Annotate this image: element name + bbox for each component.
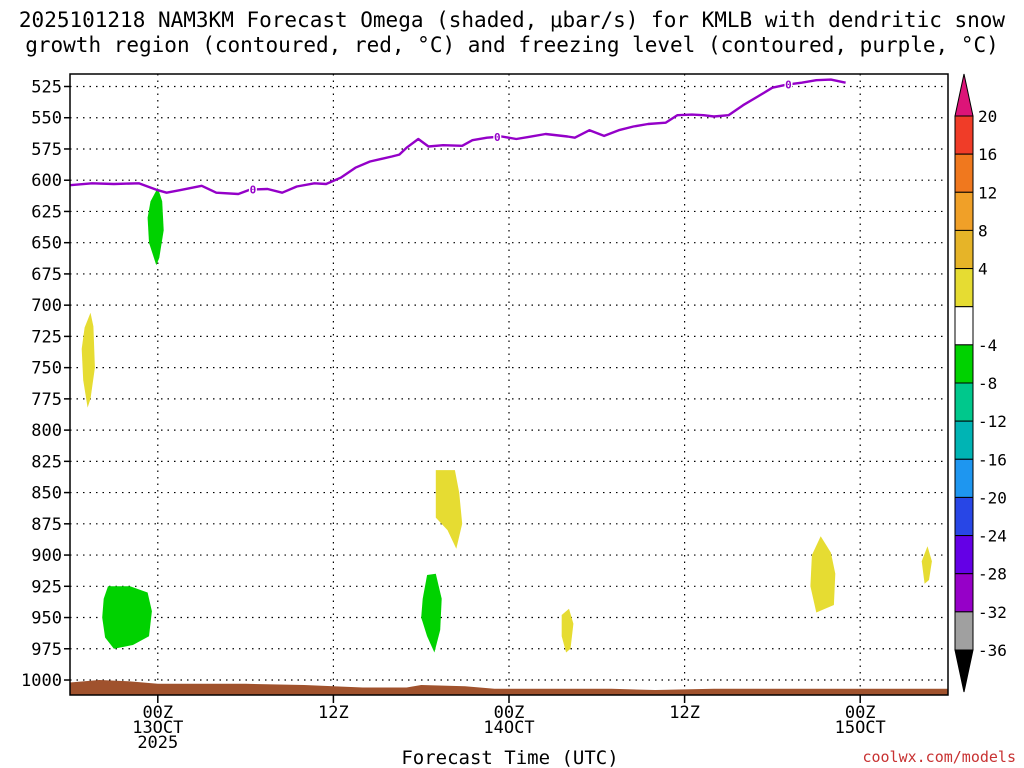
freezing-label-bg (493, 130, 502, 143)
y-tick-label: 725 (31, 327, 62, 347)
colorbar-segment (954, 153, 974, 193)
y-tick-label: 600 (31, 171, 62, 191)
colorbar-tick-label: -4 (978, 336, 997, 355)
x-tick-label: 2025 (137, 733, 178, 753)
colorbar-segment (954, 535, 974, 575)
x-tick-label: 14OCT (483, 718, 534, 738)
y-tick-label: 975 (31, 640, 62, 660)
y-tick-label: 525 (31, 77, 62, 97)
colorbar-bottom-arrow (954, 649, 974, 693)
y-tick-label: 775 (31, 390, 62, 410)
y-tick-label: 950 (31, 609, 62, 629)
colorbar-segment (954, 496, 974, 537)
colorbar: 20 16 12 8 4 -4 -8 -12 -16 -20 -24 -28 -32 -36 (954, 73, 1007, 693)
title-line-1: 2025101218 NAM3KM Forecast Omega (shaded… (19, 8, 1006, 32)
x-tick-label: 12Z (318, 703, 349, 723)
omega-shaded-region-2 (81, 312, 95, 408)
colorbar-tick-label: 12 (978, 183, 997, 202)
title-line-2: growth region (contoured, red, °C) and f… (25, 33, 999, 57)
omega-shaded-region-8 (921, 546, 932, 584)
colorbar-tick-label: 16 (978, 145, 997, 164)
x-tick-label: 15OCT (835, 718, 886, 738)
y-tick-label: 925 (31, 577, 62, 597)
omega-shaded-region-4 (435, 470, 463, 549)
y-tick-label: 675 (31, 265, 62, 285)
y-tick-label: 1000 (21, 671, 62, 691)
omega-shaded-region-3 (102, 586, 152, 649)
omega-shaded-region-7 (810, 536, 836, 613)
freezing-label-bg (784, 78, 793, 91)
colorbar-tick-label: 20 (978, 107, 997, 126)
y-tick-label: 650 (31, 234, 62, 254)
y-axis-ticks: 525 550 575 600 625 650 675 700 725 750 775 800 825 8… (21, 77, 70, 691)
x-tick-label: 00Z (142, 703, 173, 723)
x-tick-label: 13OCT (132, 718, 183, 738)
colorbar-tick-label: 8 (978, 221, 988, 240)
freezing-level-label: 0 (494, 131, 501, 144)
x-tick-label: 12Z (669, 703, 700, 723)
y-tick-label: 700 (31, 296, 62, 316)
colorbar-top-arrow (954, 73, 974, 117)
colorbar-segment (954, 229, 974, 270)
terrain-ground (70, 680, 948, 695)
freezing-level-line (70, 78, 846, 196)
omega-shaded-region-5 (421, 573, 442, 653)
colorbar-segment (954, 420, 974, 460)
colorbar-segment (954, 115, 974, 155)
colorbar-tick-label: -8 (978, 374, 997, 393)
y-tick-label: 575 (31, 140, 62, 160)
colorbar-segment (954, 344, 974, 384)
y-tick-label: 800 (31, 421, 62, 441)
colorbar-tick-label: 4 (978, 260, 988, 279)
colorbar-segment (954, 458, 974, 498)
colorbar-segment (954, 611, 974, 651)
freezing-level-label: 0 (785, 78, 792, 91)
chart-title: 2025101218 NAM3KM Forecast Omega (shaded… (19, 8, 1006, 57)
omega-shaded-region-6 (561, 608, 574, 653)
y-tick-label: 550 (31, 109, 62, 129)
plot-area: 0 0 0 (69, 73, 949, 696)
colorbar-segment (954, 268, 974, 308)
colorbar-segment (954, 573, 974, 613)
colorbar-tick-label: -16 (978, 450, 1007, 469)
colorbar-segment (954, 382, 974, 422)
y-tick-label: 850 (31, 484, 62, 504)
y-tick-label: 825 (31, 452, 62, 472)
y-tick-label: 875 (31, 515, 62, 535)
credit-text: coolwx.com/models (862, 748, 1016, 766)
colorbar-tick-label: -12 (978, 412, 1007, 431)
y-tick-label: 625 (31, 202, 62, 222)
x-axis-label: Forecast Time (UTC) (401, 747, 618, 768)
x-tick-label: 00Z (845, 703, 876, 723)
colorbar-segment (954, 191, 974, 231)
colorbar-tick-label: -32 (978, 603, 1007, 622)
colorbar-tick-label: -24 (978, 527, 1007, 546)
y-tick-label: 900 (31, 546, 62, 566)
x-tick-label: 00Z (494, 703, 525, 723)
omega-shaded-region-1 (147, 187, 164, 266)
colorbar-tick-label: -20 (978, 488, 1007, 507)
colorbar-tick-label: -28 (978, 565, 1007, 584)
colorbar-tick-label: -36 (978, 641, 1007, 660)
freezing-level-label: 0 (250, 183, 257, 196)
y-tick-label: 750 (31, 359, 62, 379)
colorbar-segment (954, 306, 974, 346)
freezing-label-bg (248, 183, 257, 196)
